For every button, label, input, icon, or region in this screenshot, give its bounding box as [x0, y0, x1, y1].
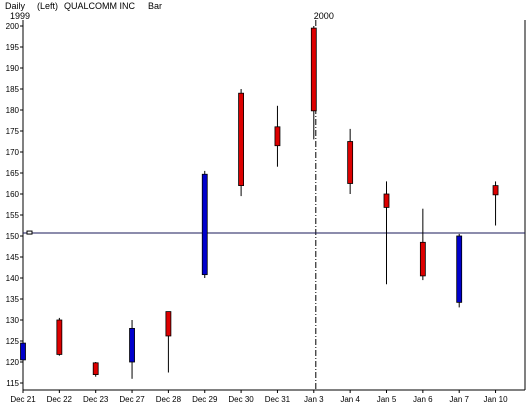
candle-body: [20, 342, 26, 361]
reference-line-marker: [26, 230, 33, 235]
y-tick-label: 165: [6, 169, 20, 178]
y-tick-label: 120: [6, 358, 20, 367]
y-tick-label: 190: [6, 64, 20, 73]
y-tick-label: 140: [6, 274, 20, 283]
y-tick-label: 135: [6, 295, 20, 304]
candle-body: [238, 92, 245, 186]
x-tick-label: Jan 5: [377, 395, 397, 404]
axis-side-label: (Left): [37, 1, 59, 11]
candle-body: [56, 319, 63, 355]
x-tick-label: Jan 7: [449, 395, 469, 404]
x-tick-label: Jan 3: [304, 395, 324, 404]
candle-body: [92, 362, 99, 375]
x-tick-label: Jan 4: [340, 395, 360, 404]
x-tick-label: Dec 31: [265, 395, 291, 404]
y-tick-label: 175: [6, 127, 20, 136]
x-tick-label: Dec 29: [192, 395, 218, 404]
y-tick-label: 155: [6, 211, 20, 220]
candle-body: [201, 173, 208, 276]
y-tick-label: 160: [6, 190, 20, 199]
y-tick-label: 180: [6, 106, 20, 115]
candle-body: [347, 141, 354, 184]
year-label: 2000: [314, 11, 334, 21]
candle-body: [383, 193, 390, 208]
y-tick-label: 130: [6, 316, 20, 325]
x-tick-label: Dec 30: [228, 395, 254, 404]
candle-body: [129, 327, 135, 363]
x-tick-label: Dec 27: [119, 395, 145, 404]
y-tick-label: 125: [6, 337, 20, 346]
bar-type-label: Bar: [148, 1, 163, 11]
candle-body: [492, 185, 499, 196]
year-label: 1999: [10, 11, 30, 21]
x-tick-label: Dec 28: [156, 395, 182, 404]
y-tick-label: 185: [6, 85, 20, 94]
candle-body: [165, 311, 172, 337]
symbol-name: QUALCOMM INC: [64, 1, 136, 11]
candle-body: [456, 235, 463, 303]
y-tick-label: 200: [6, 22, 20, 31]
candle-body: [419, 241, 426, 277]
y-tick-label: 150: [6, 232, 20, 241]
y-tick-label: 145: [6, 253, 20, 262]
x-tick-label: Dec 23: [83, 395, 109, 404]
x-tick-label: Jan 6: [413, 395, 433, 404]
y-tick-label: 170: [6, 148, 20, 157]
y-tick-label: 115: [6, 379, 19, 388]
y-tick-label: 195: [6, 43, 20, 52]
period-label: Daily: [5, 1, 26, 11]
candle-body: [310, 27, 317, 112]
x-tick-label: Jan 10: [484, 395, 509, 404]
candle-body: [274, 126, 281, 147]
x-tick-label: Dec 22: [47, 395, 73, 404]
x-tick-label: Dec 21: [10, 395, 36, 404]
